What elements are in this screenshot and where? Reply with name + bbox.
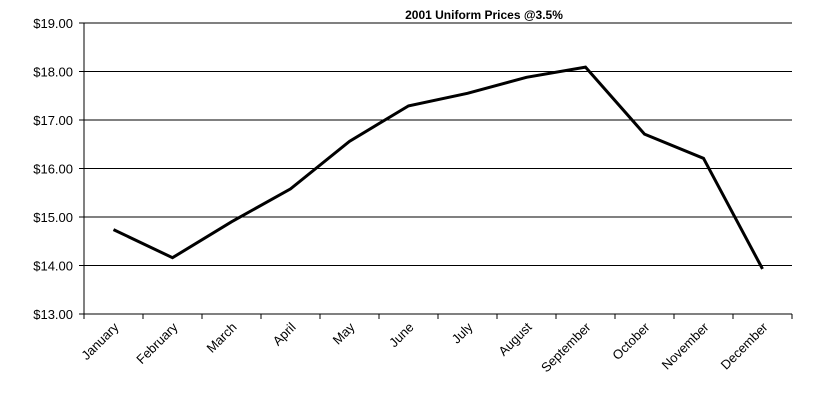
y-tick-label: $17.00 — [33, 113, 73, 128]
x-tick-label: June — [386, 320, 417, 351]
y-tick-label: $19.00 — [33, 16, 73, 31]
x-tick-label: January — [78, 319, 122, 363]
series-line — [112, 65, 764, 270]
y-tick-labels: $13.00 $14.00 $15.00 $16.00 $17.00 $18.00 $19.… — [33, 16, 73, 322]
chart-title: 2001 Uniform Prices @3.5% — [405, 8, 563, 22]
x-tick-label: April — [270, 319, 299, 348]
x-tick-label: October — [609, 319, 653, 363]
x-tick-label: July — [449, 319, 476, 346]
y-tick-label: $15.00 — [33, 210, 73, 225]
x-tick-label: December — [718, 319, 771, 372]
x-tick-label: September — [538, 319, 594, 375]
series-lines — [112, 65, 764, 270]
x-tick-label: November — [659, 319, 712, 372]
x-tick-label: February — [133, 319, 181, 367]
gridlines — [84, 22, 792, 266]
x-tick-labels: January February March April May June July Augu… — [78, 319, 771, 375]
x-tick-label: May — [330, 319, 358, 347]
x-tick-label: August — [495, 319, 534, 358]
axes — [79, 22, 793, 319]
x-tick-label: March — [203, 320, 239, 356]
y-tick-label: $13.00 — [33, 307, 73, 322]
y-tick-label: $18.00 — [33, 65, 73, 80]
y-tick-label: $16.00 — [33, 162, 73, 177]
y-tick-label: $14.00 — [33, 259, 73, 274]
